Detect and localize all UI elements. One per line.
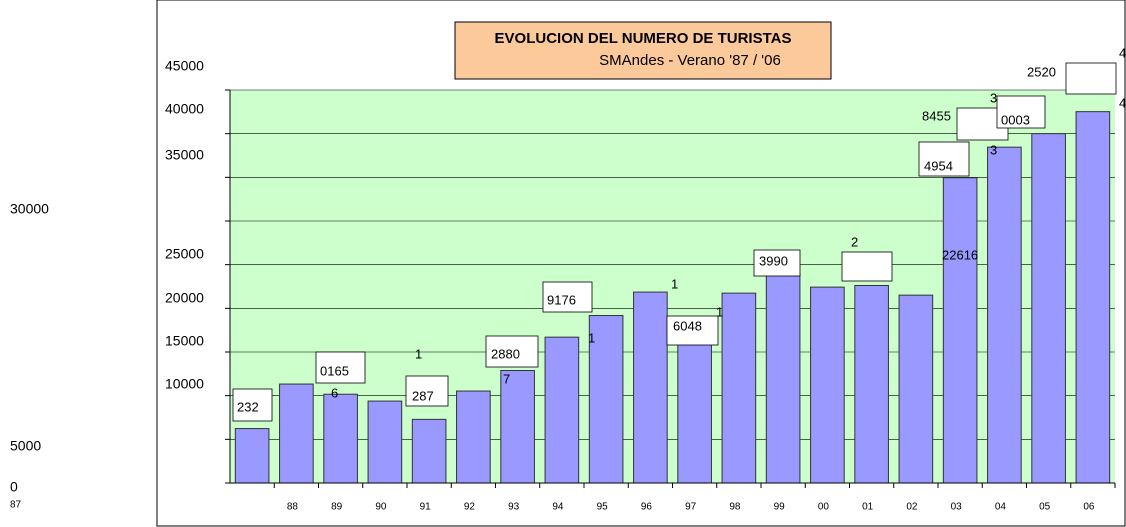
data-label: 4 bbox=[1119, 95, 1126, 110]
label-box bbox=[841, 251, 893, 282]
data-label: 9176 bbox=[547, 292, 576, 307]
title-box bbox=[454, 21, 832, 80]
label-box bbox=[996, 95, 1046, 129]
chart-subtitle: SMAndes - Verano '87 / '06 bbox=[599, 52, 781, 69]
x-tick-label: 04 bbox=[995, 502, 1007, 513]
label-box bbox=[315, 351, 366, 384]
x-tick-label: 98 bbox=[729, 502, 741, 513]
x-tick-label: 05 bbox=[1039, 502, 1051, 513]
bar bbox=[234, 428, 270, 484]
data-label: 4 bbox=[1119, 45, 1126, 60]
data-label: 6 bbox=[331, 385, 338, 400]
data-label: 3990 bbox=[759, 253, 788, 268]
y-tick-label: 40000 bbox=[165, 101, 204, 117]
x-tick-label: 93 bbox=[508, 502, 520, 513]
x-tick-label: 88 bbox=[287, 502, 299, 513]
x-tick-label: 02 bbox=[906, 502, 918, 513]
x-tick-label: 01 bbox=[862, 502, 874, 513]
data-label: 232 bbox=[237, 399, 259, 414]
y-tick-label: 5000 bbox=[10, 438, 41, 454]
label-box bbox=[1065, 62, 1117, 95]
x-tick-label: 99 bbox=[774, 502, 786, 513]
data-label: 3 bbox=[990, 142, 997, 157]
chart-title: EVOLUCION DEL NUMERO DE TURISTAS bbox=[495, 30, 792, 47]
bar bbox=[677, 342, 712, 484]
y-tick-label: 0 bbox=[10, 479, 18, 495]
bar bbox=[854, 284, 889, 484]
data-label: 2 bbox=[851, 234, 858, 249]
x-tick-label: 06 bbox=[1083, 502, 1095, 513]
x-tick-label: 91 bbox=[420, 502, 432, 513]
y-tick-label: 25000 bbox=[165, 246, 204, 262]
annotations: 232 0165 6 1 287 2880 7 9176 1 1 6048 1 3990 2 22616 49… bbox=[232, 45, 1126, 422]
data-label: 7 bbox=[503, 371, 510, 386]
x-tick-label: 94 bbox=[552, 502, 564, 513]
bar bbox=[588, 315, 624, 484]
label-box bbox=[485, 335, 539, 368]
data-label: 22616 bbox=[942, 247, 978, 262]
y-tick-label: 20000 bbox=[165, 290, 204, 306]
data-label: 6048 bbox=[673, 318, 702, 333]
bar bbox=[456, 390, 491, 484]
label-box bbox=[666, 315, 719, 346]
bar bbox=[898, 294, 934, 484]
y-tick-label: 30000 bbox=[10, 201, 49, 217]
bar bbox=[500, 370, 535, 484]
label-box bbox=[542, 281, 593, 313]
y-tick-label: 10000 bbox=[165, 376, 204, 392]
data-label: 1 bbox=[415, 346, 422, 361]
bar bbox=[633, 291, 668, 484]
x-tick-label: 90 bbox=[375, 502, 387, 513]
data-label: 1 bbox=[716, 304, 723, 319]
bar bbox=[1075, 111, 1111, 484]
x-tick-label: 00 bbox=[818, 502, 830, 513]
bar bbox=[765, 272, 801, 484]
bar bbox=[544, 336, 580, 484]
x-tick-label: 92 bbox=[464, 502, 476, 513]
data-label: 1 bbox=[671, 276, 678, 291]
bar bbox=[721, 292, 757, 484]
label-box bbox=[232, 388, 273, 422]
data-label: 287 bbox=[412, 388, 434, 403]
data-label: 1 bbox=[588, 330, 595, 345]
bar bbox=[367, 400, 403, 484]
label-box bbox=[918, 141, 970, 177]
bar bbox=[942, 177, 978, 484]
x-tick-label: 97 bbox=[685, 502, 697, 513]
y-tick-label: 45000 bbox=[165, 58, 204, 74]
x-tick-label: 96 bbox=[641, 502, 653, 513]
bar bbox=[1031, 133, 1066, 484]
x-tick-label: 87 bbox=[10, 500, 22, 511]
data-label: 0165 bbox=[320, 363, 349, 378]
data-label: 2520 bbox=[1027, 64, 1056, 79]
label-box bbox=[753, 249, 801, 277]
label-box bbox=[405, 375, 449, 407]
x-tick-label: 89 bbox=[331, 502, 343, 513]
data-label: 2880 bbox=[491, 346, 520, 361]
bar bbox=[987, 146, 1022, 484]
data-label: 3 bbox=[990, 90, 997, 105]
data-label: 8455 bbox=[922, 108, 951, 123]
x-tick-label: 95 bbox=[597, 502, 609, 513]
bar bbox=[411, 418, 447, 484]
data-label: 4954 bbox=[924, 158, 953, 173]
data-label: 0003 bbox=[1001, 112, 1030, 127]
bars bbox=[234, 111, 1111, 484]
bar bbox=[810, 286, 845, 484]
bar bbox=[323, 393, 358, 484]
bar bbox=[279, 383, 314, 484]
x-tick-label: 03 bbox=[951, 502, 963, 513]
y-tick-label: 35000 bbox=[165, 147, 204, 163]
y-tick-label: 15000 bbox=[165, 333, 204, 349]
